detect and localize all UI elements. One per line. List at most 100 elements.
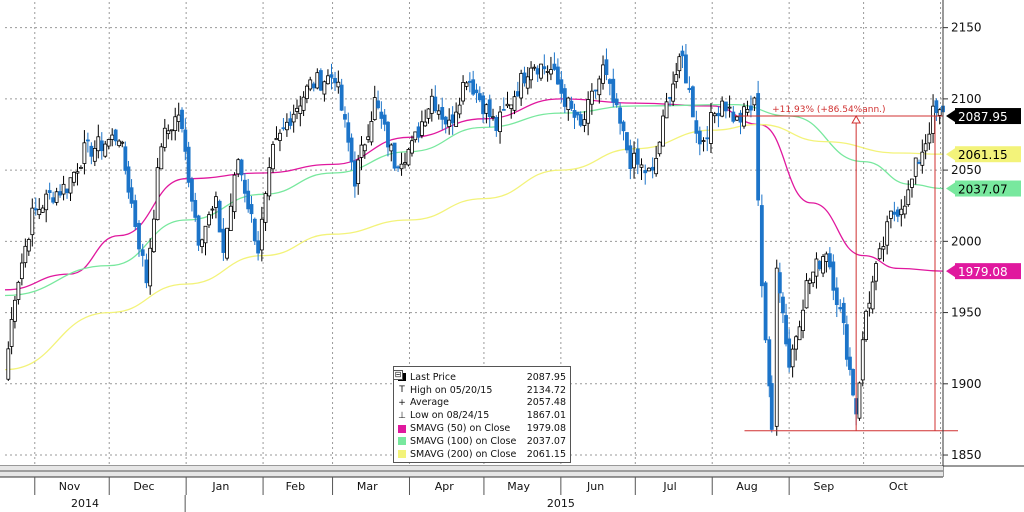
candle-body — [457, 104, 462, 115]
candle-body — [162, 127, 167, 148]
candle-body — [784, 315, 788, 345]
candle-body — [37, 209, 42, 216]
candle-body — [366, 136, 371, 140]
candle-body — [690, 86, 695, 118]
candle-body — [716, 112, 721, 117]
candle-body — [120, 141, 125, 144]
candle-body — [874, 263, 878, 282]
price-label: 1979.08 — [958, 265, 1008, 279]
candle-body — [429, 95, 434, 114]
candle-body — [569, 100, 574, 109]
candle-body — [735, 116, 739, 121]
candle-body — [110, 134, 115, 140]
candle-body — [362, 144, 367, 152]
legend-value: 2061.15 — [526, 448, 566, 460]
candle-body — [902, 205, 907, 215]
legend-value: 2134.72 — [526, 384, 566, 396]
legend-label: Average — [410, 397, 450, 409]
candle-body — [731, 111, 736, 122]
price-label-pointer-icon — [946, 265, 955, 278]
candle-body — [937, 109, 942, 116]
candle-body — [278, 132, 282, 141]
candle-body — [26, 239, 31, 252]
candle-body — [349, 137, 354, 163]
legend-label: SMAVG (200) on Close — [410, 448, 517, 460]
legend: ⊟ Last Price 2087.95 T High on 05/20/15 2134… — [393, 366, 571, 463]
candle-body — [271, 144, 275, 170]
candle-body — [566, 97, 571, 110]
candle-body — [221, 228, 226, 253]
candle-body — [927, 133, 932, 144]
candle-body — [47, 190, 52, 194]
candle-body — [794, 336, 798, 350]
candle-body — [501, 108, 506, 111]
candle-body — [831, 261, 836, 291]
candle-body — [214, 196, 218, 208]
candle-body — [639, 164, 644, 168]
candle-body — [505, 103, 510, 107]
candle-body — [326, 75, 330, 85]
candle-body — [657, 141, 662, 155]
candle-body — [481, 95, 485, 115]
candle-body — [578, 114, 583, 126]
candle-body — [403, 162, 407, 165]
candle-body — [423, 121, 428, 127]
candle-body — [413, 131, 418, 141]
candle-body — [491, 116, 495, 119]
candle-body — [225, 227, 229, 259]
candle-body — [723, 101, 728, 112]
candle-body — [668, 97, 672, 99]
candle-body — [343, 114, 347, 120]
candle-body — [867, 302, 872, 309]
candle-body — [752, 97, 757, 106]
candle-body — [671, 83, 676, 102]
year-label: 2014 — [71, 497, 99, 510]
candle-body — [628, 145, 633, 169]
legend-collapse-icon[interactable]: ⊟ — [393, 370, 403, 380]
candle-body — [379, 111, 384, 119]
candle-body — [892, 211, 897, 215]
legend-label: Last Price — [410, 371, 456, 383]
candle-body — [797, 326, 802, 341]
candle-body — [680, 50, 685, 57]
candle-body — [589, 90, 594, 105]
candle-body — [151, 218, 156, 253]
candle-body — [870, 281, 875, 310]
candle-body — [920, 151, 925, 166]
candle-body — [399, 163, 404, 170]
candle-body — [89, 145, 94, 157]
x-tick-label: May — [507, 480, 530, 493]
candle-body — [440, 107, 445, 120]
candle-body — [684, 54, 688, 84]
legend-symbol-icon: + — [398, 397, 406, 408]
candle-body — [727, 106, 732, 109]
candle-body — [376, 100, 380, 109]
candle-body — [58, 191, 62, 196]
candle-body — [555, 66, 560, 85]
candle-body — [643, 170, 648, 174]
candle-body — [738, 112, 743, 123]
candle-body — [75, 171, 80, 174]
legend-label: High on 05/20/15 — [410, 384, 493, 396]
candle-body — [895, 209, 900, 217]
annotation-label: +11.93% (+86.54%ann.) — [772, 105, 885, 115]
series-line-sma200 — [4, 123, 944, 371]
candle-body — [454, 111, 459, 127]
candle-body — [807, 279, 812, 284]
candle-body — [549, 69, 553, 75]
candle-body — [705, 137, 710, 140]
candle-body — [522, 72, 527, 84]
candle-body — [186, 146, 191, 183]
legend-value: 1979.08 — [526, 423, 566, 435]
legend-entry: SMAVG (50) on Close 1979.08 — [398, 422, 566, 435]
candle-body — [322, 81, 327, 95]
legend-label: SMAVG (100) on Close — [410, 435, 517, 447]
candle-body — [674, 74, 679, 82]
candle-body — [552, 63, 557, 70]
candle-body — [586, 99, 591, 124]
candle-body — [654, 157, 659, 175]
candle-body — [484, 104, 489, 114]
series-line-sma50 — [4, 98, 944, 291]
candle-body — [117, 140, 122, 147]
candle-body — [166, 130, 171, 135]
